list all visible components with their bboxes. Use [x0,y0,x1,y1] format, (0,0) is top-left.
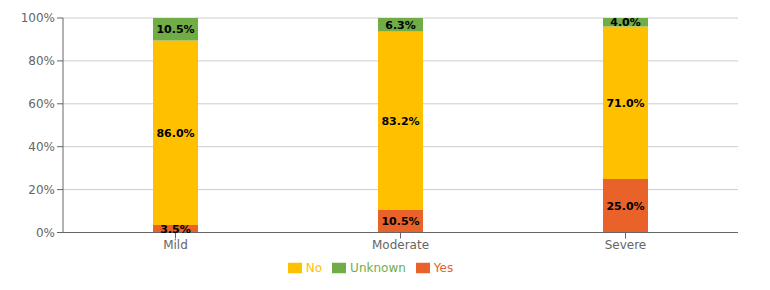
svg-text:20%: 20% [28,183,55,197]
svg-text:Mild: Mild [163,238,188,252]
svg-text:4.0%: 4.0% [610,16,641,29]
svg-text:3.5%: 3.5% [160,223,191,236]
svg-text:71.0%: 71.0% [606,97,644,110]
html-text:Yes: Yes [433,260,454,275]
svg-text:10.5%: 10.5% [381,215,419,228]
svg-text:10.5%: 10.5% [156,23,194,36]
svg-text:60%: 60% [28,97,55,111]
svg-text:80%: 80% [28,54,55,68]
svg-text:83.2%: 83.2% [381,115,419,128]
svg-text:40%: 40% [28,140,55,154]
svg-text:0%: 0% [36,226,55,240]
svg-text:6.3%: 6.3% [385,19,416,32]
html-text:No: No [305,260,323,275]
svg-text:Severe: Severe [605,238,647,252]
svg-text:Moderate: Moderate [372,238,429,252]
svg-text:25.0%: 25.0% [606,200,644,213]
svg-text:86.0%: 86.0% [156,127,194,140]
svg-text:100%: 100% [21,11,55,25]
html-text:Unknown: Unknown [350,260,406,275]
